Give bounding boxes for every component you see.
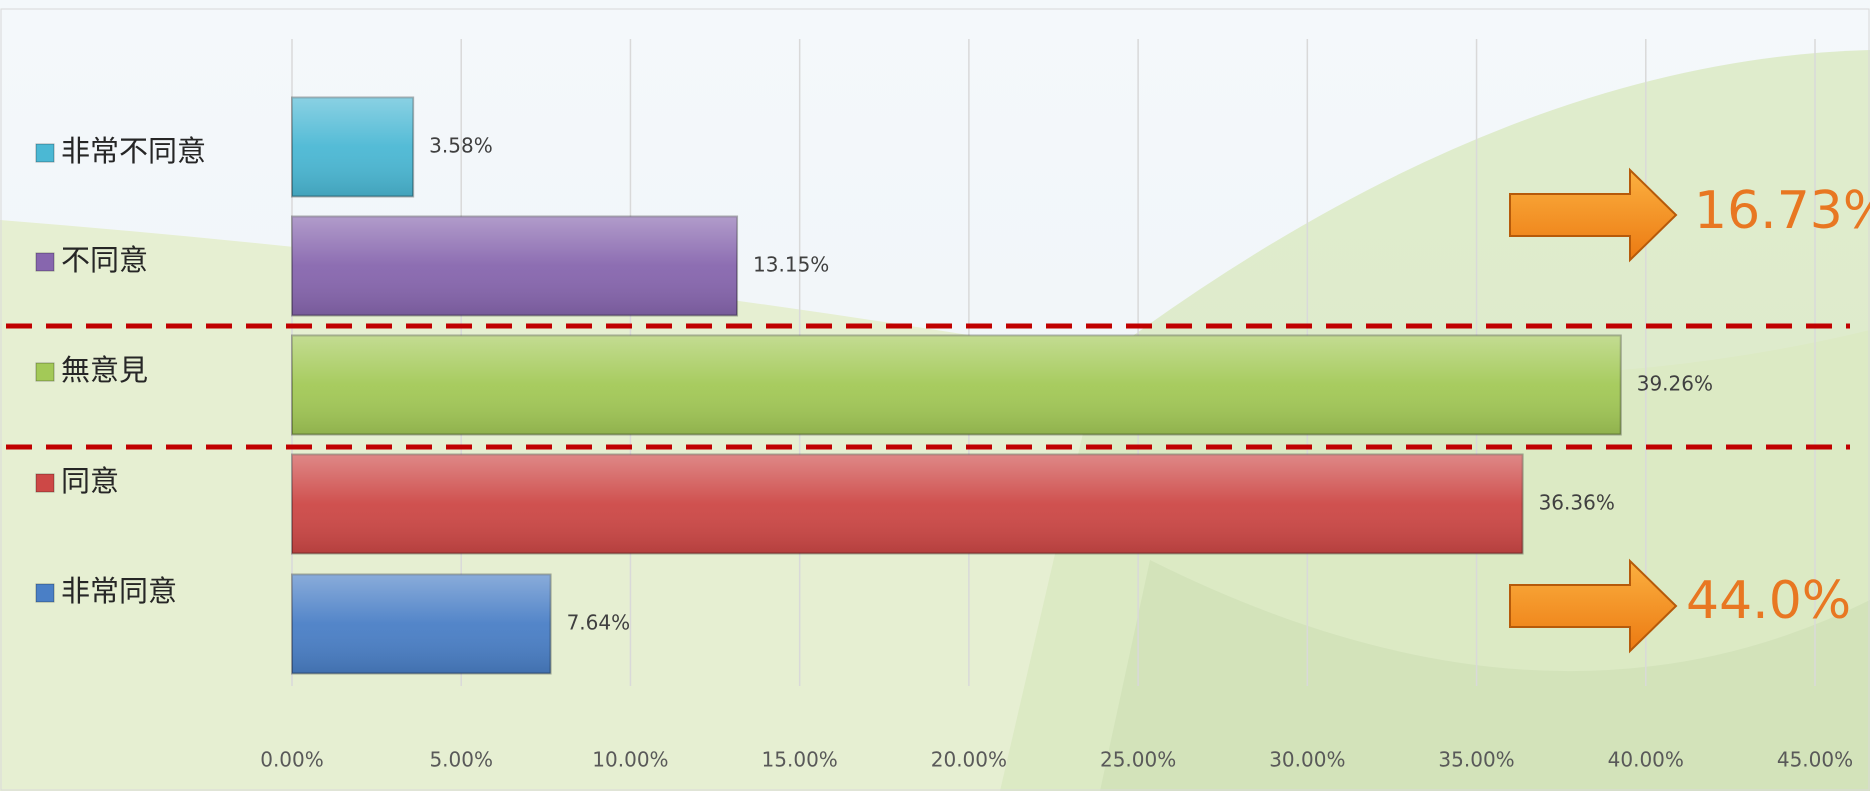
value-label: 13.15% <box>753 253 829 277</box>
annotation: 16.73% <box>1694 181 1870 241</box>
x-tick-label: 35.00% <box>1438 748 1514 772</box>
legend-label: 同意 <box>61 464 119 498</box>
legend-label: 非常不同意 <box>61 134 206 168</box>
bar-shine <box>292 97 414 197</box>
legend-swatch <box>35 473 55 493</box>
bar-shine <box>292 574 551 674</box>
value-label: 7.64% <box>567 611 631 635</box>
legend-swatch <box>35 362 55 382</box>
x-tick-label: 40.00% <box>1608 748 1684 772</box>
value-label: 3.58% <box>429 134 493 158</box>
legend-label: 不同意 <box>61 243 148 277</box>
legend-label: 非常同意 <box>61 574 177 608</box>
x-tick-label: 25.00% <box>1100 748 1176 772</box>
frame <box>0 8 1870 791</box>
x-tick-label: 10.00% <box>592 748 668 772</box>
bar-shine <box>292 335 1621 435</box>
x-tick-label: 5.00% <box>429 748 493 772</box>
x-tick-label: 15.00% <box>762 748 838 772</box>
legend-swatch <box>35 143 55 163</box>
legend-swatch <box>35 583 55 603</box>
arrow <box>1509 167 1678 263</box>
arrow <box>1509 558 1678 654</box>
x-tick-label: 45.00% <box>1777 748 1853 772</box>
bar-shine <box>292 454 1523 554</box>
hill <box>1100 560 1870 791</box>
x-tick-label: 0.00% <box>260 748 324 772</box>
annotation: 44.0% <box>1686 571 1851 631</box>
legend-swatch <box>35 252 55 272</box>
x-tick-label: 20.00% <box>931 748 1007 772</box>
legend-label: 無意見 <box>61 353 148 387</box>
x-tick-label: 30.00% <box>1269 748 1345 772</box>
bar-shine <box>292 216 738 316</box>
value-label: 36.36% <box>1539 491 1615 515</box>
value-label: 39.26% <box>1637 372 1713 396</box>
